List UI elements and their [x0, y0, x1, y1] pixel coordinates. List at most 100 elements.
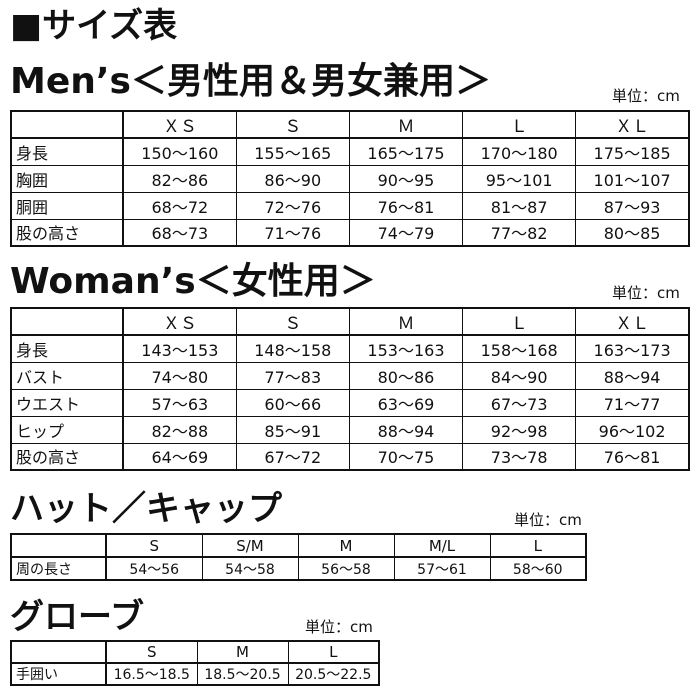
measure-row: ヒップ 82～88 85～91 88～94 92～98 96～102 — [10, 415, 690, 444]
size-value: 71～76 — [235, 218, 350, 247]
size-value: 170～180 — [462, 137, 577, 166]
size-table: S M L 手囲い 16.5～18.5 18.5～20.5 20.5～22.5 — [10, 640, 380, 686]
size-value: 80～85 — [575, 218, 690, 247]
measure-row: 股の高さ 68～73 71～76 74～79 77～82 80～85 — [10, 218, 690, 247]
size-value: 96～102 — [575, 415, 690, 444]
row-label: 手囲い — [10, 662, 107, 686]
size-value: 54～58 — [201, 556, 299, 581]
row-label: ヒップ — [10, 415, 124, 444]
size-value: 56～58 — [297, 556, 395, 581]
corner-cell — [10, 640, 107, 664]
size-value: 57～61 — [393, 556, 491, 581]
size-header: Ｌ — [462, 110, 577, 139]
row-label: 胸囲 — [10, 164, 124, 193]
size-header: ＸＬ — [575, 307, 690, 336]
size-header: S/M — [201, 533, 299, 558]
size-value: 150～160 — [122, 137, 237, 166]
size-value: 60～66 — [235, 388, 350, 417]
size-value: 90～95 — [348, 164, 464, 193]
row-label: 胴囲 — [10, 191, 124, 220]
unit-label: 単位：cm — [612, 87, 680, 105]
measure-row: 身長 143～153 148～158 153～163 158～168 163～173 — [10, 334, 690, 363]
size-value: 153～163 — [348, 334, 464, 363]
size-value: 76～81 — [575, 442, 690, 471]
size-value: 67～73 — [462, 388, 577, 417]
size-value: 81～87 — [462, 191, 577, 220]
measure-row: バスト 74～80 77～83 80～86 84～90 88～94 — [10, 361, 690, 390]
row-label: 周の長さ — [10, 556, 107, 581]
row-label: 股の高さ — [10, 442, 124, 471]
size-value: 88～94 — [575, 361, 690, 390]
size-value: 84～90 — [462, 361, 577, 390]
size-header: Ｓ — [235, 307, 350, 336]
size-value: 95～101 — [462, 164, 577, 193]
section-heading: Woman’s＜女性用＞ — [10, 261, 376, 302]
size-header: Ｓ — [235, 110, 350, 139]
size-header: Ｍ — [348, 307, 464, 336]
measure-row: 手囲い 16.5～18.5 18.5～20.5 20.5～22.5 — [10, 662, 380, 686]
size-value: 77～82 — [462, 218, 577, 247]
size-value: 85～91 — [235, 415, 350, 444]
size-value: 77～83 — [235, 361, 350, 390]
size-header: ＸＳ — [122, 110, 237, 139]
size-table: S S/M M M/L L 周の長さ 54～56 54～58 56～58 57～61 58～60 — [10, 533, 587, 581]
size-value: 74～79 — [348, 218, 464, 247]
size-value: 163～173 — [575, 334, 690, 363]
header-row: S S/M M M/L L — [10, 533, 587, 558]
size-value: 143～153 — [122, 334, 237, 363]
section-heading: Men’s＜男性用＆男女兼用＞ — [10, 61, 491, 102]
row-label: バスト — [10, 361, 124, 390]
size-value: 71～77 — [575, 388, 690, 417]
unit-label: 単位：cm — [514, 511, 582, 529]
size-header: S — [105, 640, 198, 664]
size-value: 148～158 — [235, 334, 350, 363]
size-header: ＸＳ — [122, 307, 237, 336]
size-header: Ｌ — [462, 307, 577, 336]
size-value: 64～69 — [122, 442, 237, 471]
corner-cell — [10, 110, 124, 139]
header-row: ＸＳ Ｓ Ｍ Ｌ ＸＬ — [10, 110, 690, 139]
size-table: ＸＳ Ｓ Ｍ Ｌ ＸＬ 身長 150～160 155～165 165～175 170～180 175… — [10, 110, 690, 247]
header-row: ＸＳ Ｓ Ｍ Ｌ ＸＬ — [10, 307, 690, 336]
size-value: 175～185 — [575, 137, 690, 166]
measure-row: ウエスト 57～63 60～66 63～69 67～73 71～77 — [10, 388, 690, 417]
size-value: 63～69 — [348, 388, 464, 417]
measure-row: 股の高さ 64～69 67～72 70～75 73～78 76～81 — [10, 442, 690, 471]
row-label: 身長 — [10, 334, 124, 363]
size-header: L — [489, 533, 587, 558]
size-value: 73～78 — [462, 442, 577, 471]
size-value: 82～86 — [122, 164, 237, 193]
size-header: ＸＬ — [575, 110, 690, 139]
size-value: 158～168 — [462, 334, 577, 363]
size-value: 88～94 — [348, 415, 464, 444]
size-value: 57～63 — [122, 388, 237, 417]
measure-row: 胴囲 68～72 72～76 76～81 81～87 87～93 — [10, 191, 690, 220]
size-value: 82～88 — [122, 415, 237, 444]
row-label: 身長 — [10, 137, 124, 166]
size-value: 58～60 — [489, 556, 587, 581]
size-value: 165～175 — [348, 137, 464, 166]
size-value: 76～81 — [348, 191, 464, 220]
size-value: 87～93 — [575, 191, 690, 220]
size-value: 72～76 — [235, 191, 350, 220]
measure-row: 胸囲 82～86 86～90 90～95 95～101 101～107 — [10, 164, 690, 193]
unit-label: 単位：cm — [612, 284, 680, 302]
measure-row: 周の長さ 54～56 54～58 56～58 57～61 58～60 — [10, 556, 587, 581]
size-value: 68～73 — [122, 218, 237, 247]
corner-cell — [10, 533, 107, 558]
size-value: 54～56 — [105, 556, 203, 581]
size-value: 92～98 — [462, 415, 577, 444]
size-value: 68～72 — [122, 191, 237, 220]
size-header: M — [297, 533, 395, 558]
size-value: 70～75 — [348, 442, 464, 471]
size-value: 155～165 — [235, 137, 350, 166]
size-header: M — [196, 640, 289, 664]
section-heading: ハット／キャップ — [10, 489, 282, 529]
size-value: 18.5～20.5 — [196, 662, 289, 686]
size-value: 101～107 — [575, 164, 690, 193]
size-value: 74～80 — [122, 361, 237, 390]
section-heading: グローブ — [10, 597, 144, 637]
measure-row: 身長 150～160 155～165 165～175 170～180 175～185 — [10, 137, 690, 166]
